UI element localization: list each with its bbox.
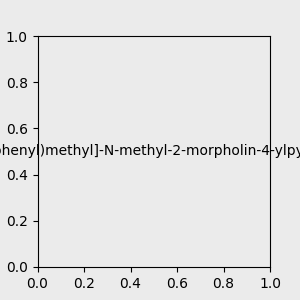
Text: N-[(3-methoxyphenyl)methyl]-N-methyl-2-morpholin-4-ylpyrimidin-4-amine: N-[(3-methoxyphenyl)methyl]-N-methyl-2-m… (0, 145, 300, 158)
